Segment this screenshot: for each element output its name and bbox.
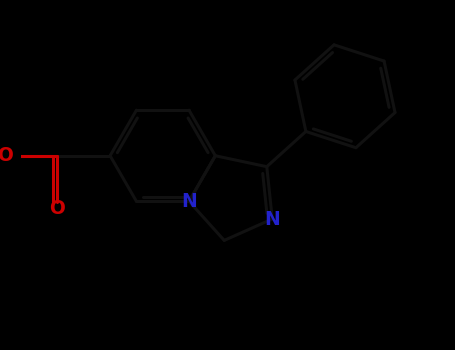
- Text: O: O: [0, 146, 13, 165]
- Text: N: N: [264, 210, 280, 229]
- Text: N: N: [181, 192, 197, 211]
- Text: O: O: [50, 199, 66, 218]
